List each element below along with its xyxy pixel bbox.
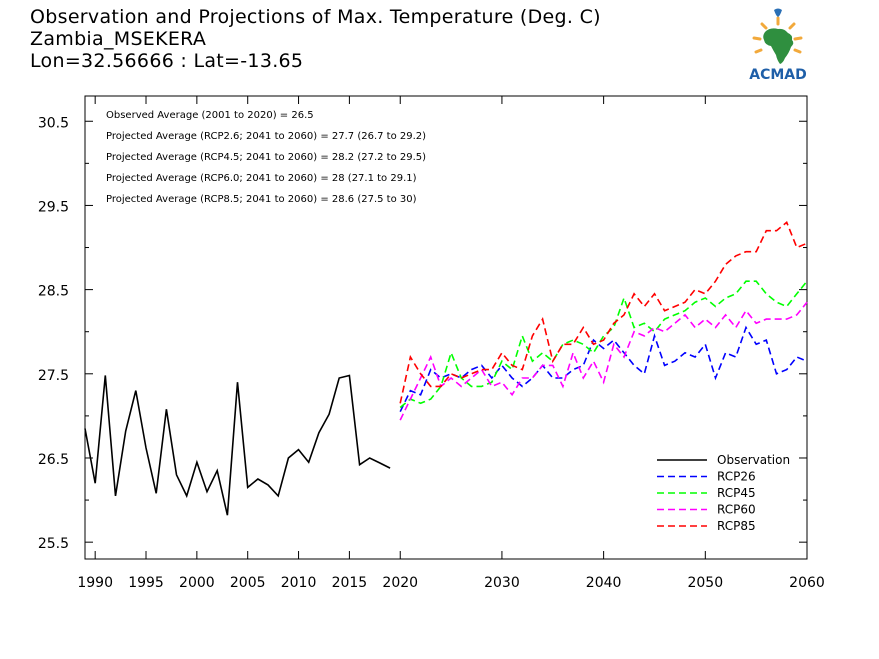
y-tick-label: 29.5 xyxy=(38,199,69,215)
x-tick-label: 2030 xyxy=(484,575,520,591)
acmad-logo: ACMAD xyxy=(749,8,807,83)
y-tick-label: 25.5 xyxy=(38,536,69,552)
y-tick-label: 28.5 xyxy=(38,284,69,300)
legend: Observation RCP26 RCP45 RCP60 RCP85 xyxy=(657,453,790,533)
logo-text: ACMAD xyxy=(749,67,807,83)
legend-label-rcp26: RCP26 xyxy=(717,470,756,484)
x-tick-label: 2015 xyxy=(332,575,368,591)
x-tick-label: 1995 xyxy=(128,575,164,591)
x-tick-label: 2000 xyxy=(179,575,215,591)
annotation-rcp26: Projected Average (RCP2.6; 2041 to 2060)… xyxy=(106,131,426,142)
y-tick-label: 26.5 xyxy=(38,452,69,468)
series-layer xyxy=(84,220,808,516)
annotation-observed: Observed Average (2001 to 2020) = 26.5 xyxy=(106,110,314,121)
series-line-rcp85 xyxy=(399,220,808,404)
annotation-rcp45: Projected Average (RCP4.5; 2041 to 2060)… xyxy=(106,152,426,163)
annotation-rcp60: Projected Average (RCP6.0; 2041 to 2060)… xyxy=(106,173,417,184)
legend-label-rcp60: RCP60 xyxy=(717,503,756,517)
x-tick-label: 2050 xyxy=(687,575,723,591)
station-coordinates: Lon=32.56666 : Lat=-13.65 xyxy=(30,50,304,72)
legend-label-rcp45: RCP45 xyxy=(717,486,756,500)
legend-label-rcp85: RCP85 xyxy=(717,519,756,533)
series-line-observation xyxy=(84,374,391,516)
series-line-rcp45 xyxy=(399,280,808,409)
x-tick-label: 2005 xyxy=(230,575,266,591)
x-tick-label: 2010 xyxy=(281,575,317,591)
africa-map-icon xyxy=(763,28,794,64)
annotation-rcp85: Projected Average (RCP8.5; 2041 to 2060)… xyxy=(106,194,417,205)
y-tick-label: 30.5 xyxy=(38,115,69,131)
series-line-rcp26 xyxy=(399,325,808,413)
x-tick-label: 2060 xyxy=(789,575,825,591)
legend-label-observation: Observation xyxy=(717,453,790,467)
axes-layer: 25.5 26.5 27.5 28.5 29.5 30.5 1990 1995 2000 2005… xyxy=(38,96,825,591)
y-tick-label: 27.5 xyxy=(38,368,69,384)
chart-title-block: Observation and Projections of Max. Temp… xyxy=(30,6,601,72)
station-name: Zambia_MSEKERA xyxy=(30,28,207,50)
chart-title: Observation and Projections of Max. Temp… xyxy=(30,6,601,28)
x-tick-label: 2040 xyxy=(586,575,622,591)
annotation-layer: Observed Average (2001 to 2020) = 26.5 P… xyxy=(106,110,426,205)
plot-frame xyxy=(84,95,808,560)
series-line-rcp60 xyxy=(399,301,808,421)
sun-ring-icon xyxy=(752,8,803,54)
x-tick-label: 1990 xyxy=(77,575,113,591)
x-tick-label: 2020 xyxy=(382,575,418,591)
